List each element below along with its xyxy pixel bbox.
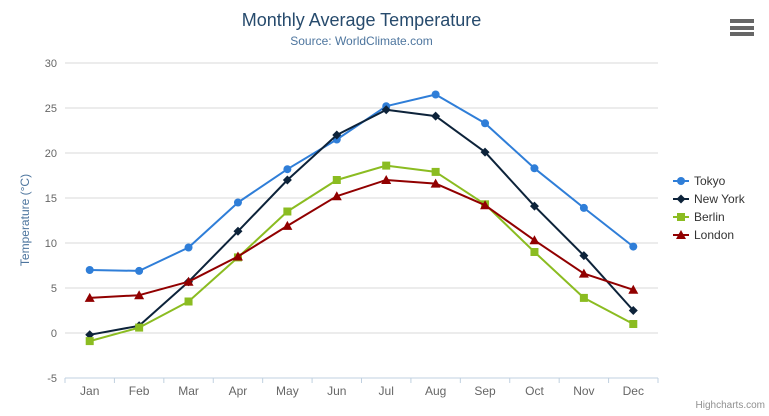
data-point[interactable]	[282, 175, 292, 185]
y-axis-label: 10	[45, 238, 57, 250]
diamond-marker-icon	[673, 194, 689, 204]
y-axis-label: 15	[45, 193, 57, 205]
highcharts-credits-link[interactable]: Highcharts.com	[695, 400, 765, 411]
data-point[interactable]	[629, 242, 638, 251]
data-point[interactable]	[431, 111, 441, 121]
data-point[interactable]	[332, 130, 342, 140]
x-axis-label: Sep	[474, 384, 496, 398]
series-line	[89, 179, 634, 299]
data-point[interactable]	[629, 320, 638, 328]
legend-item-berlin[interactable]: Berlin	[673, 210, 745, 224]
x-axis-label: Oct	[525, 384, 544, 398]
x-axis-label: Feb	[129, 384, 150, 398]
data-point[interactable]	[530, 248, 539, 256]
legend: Tokyo New York Berlin London	[673, 174, 745, 242]
x-axis-label: May	[276, 384, 299, 398]
legend-item-london[interactable]: London	[673, 228, 745, 242]
series-line	[89, 93, 634, 272]
data-point[interactable]	[135, 323, 144, 332]
y-axis-label: 5	[51, 283, 57, 295]
data-point[interactable]	[184, 297, 193, 306]
series-london	[84, 175, 639, 302]
circle-glyph	[677, 177, 685, 185]
data-point[interactable]	[183, 276, 194, 286]
data-point[interactable]	[381, 105, 391, 115]
y-axis-label: 0	[51, 328, 57, 340]
data-point[interactable]	[233, 198, 242, 207]
legend-item-tokyo[interactable]: Tokyo	[673, 174, 745, 188]
data-point[interactable]	[481, 119, 490, 128]
y-axis-label: 20	[45, 148, 57, 160]
series-new-york	[85, 105, 638, 340]
data-point[interactable]	[529, 235, 540, 245]
data-point[interactable]	[530, 164, 539, 173]
x-axis-label: Jan	[80, 384, 99, 398]
data-point[interactable]	[283, 165, 292, 174]
x-axis-label: Jul	[379, 384, 394, 398]
chart-title: Monthly Average Temperature	[241, 10, 482, 30]
data-point[interactable]	[232, 251, 243, 261]
x-axis-label: Jun	[327, 384, 346, 398]
circle-marker-icon	[673, 177, 689, 185]
series-line	[89, 108, 635, 336]
data-point[interactable]	[134, 290, 145, 300]
legend-label: Tokyo	[694, 174, 726, 188]
hamburger-icon	[730, 19, 754, 23]
legend-label: London	[694, 228, 735, 242]
data-point[interactable]	[628, 284, 639, 294]
data-point[interactable]	[529, 201, 539, 211]
data-point[interactable]	[382, 161, 391, 170]
x-axis-label: Nov	[573, 384, 594, 398]
data-point[interactable]	[579, 203, 588, 212]
legend-label: Berlin	[694, 210, 725, 224]
x-axis-label: Mar	[178, 384, 199, 398]
data-point[interactable]	[332, 176, 341, 184]
data-point[interactable]	[233, 226, 243, 236]
data-point[interactable]	[431, 167, 440, 176]
data-point[interactable]	[283, 207, 292, 216]
y-axis-title: Temperature (°C)	[18, 173, 32, 267]
x-axis-label: Apr	[229, 384, 248, 398]
data-point[interactable]	[184, 243, 193, 252]
data-point[interactable]	[381, 175, 392, 184]
series-line	[89, 164, 634, 343]
data-point[interactable]	[85, 266, 94, 274]
square-marker-icon	[673, 213, 689, 221]
y-axis-label: -5	[47, 373, 57, 385]
x-axis-label: Dec	[623, 384, 644, 398]
y-axis-label: 25	[45, 103, 57, 115]
triangle-glyph	[676, 230, 686, 239]
chart-context-menu-button[interactable]	[730, 19, 754, 36]
data-point[interactable]	[85, 337, 94, 346]
data-point[interactable]	[480, 147, 490, 157]
data-point[interactable]	[135, 266, 144, 275]
data-point[interactable]	[579, 251, 589, 261]
data-point[interactable]	[431, 90, 440, 99]
data-point[interactable]	[430, 178, 441, 188]
square-glyph	[677, 213, 685, 221]
data-point[interactable]	[578, 268, 589, 278]
x-axis-label: Aug	[425, 384, 446, 398]
data-point[interactable]	[579, 293, 588, 302]
triangle-marker-icon	[673, 230, 689, 239]
y-axis-label: 30	[45, 58, 57, 70]
data-point[interactable]	[331, 191, 342, 201]
data-point[interactable]	[480, 200, 491, 210]
data-point[interactable]	[282, 220, 293, 230]
legend-item-new-york[interactable]: New York	[673, 192, 745, 206]
data-point[interactable]	[628, 306, 638, 315]
diamond-glyph	[676, 194, 686, 204]
data-point[interactable]	[84, 292, 95, 302]
legend-label: New York	[694, 192, 745, 206]
data-point[interactable]	[85, 330, 95, 340]
chart-subtitle: Source: WorldClimate.com	[290, 34, 433, 48]
series-tokyo	[85, 90, 638, 275]
